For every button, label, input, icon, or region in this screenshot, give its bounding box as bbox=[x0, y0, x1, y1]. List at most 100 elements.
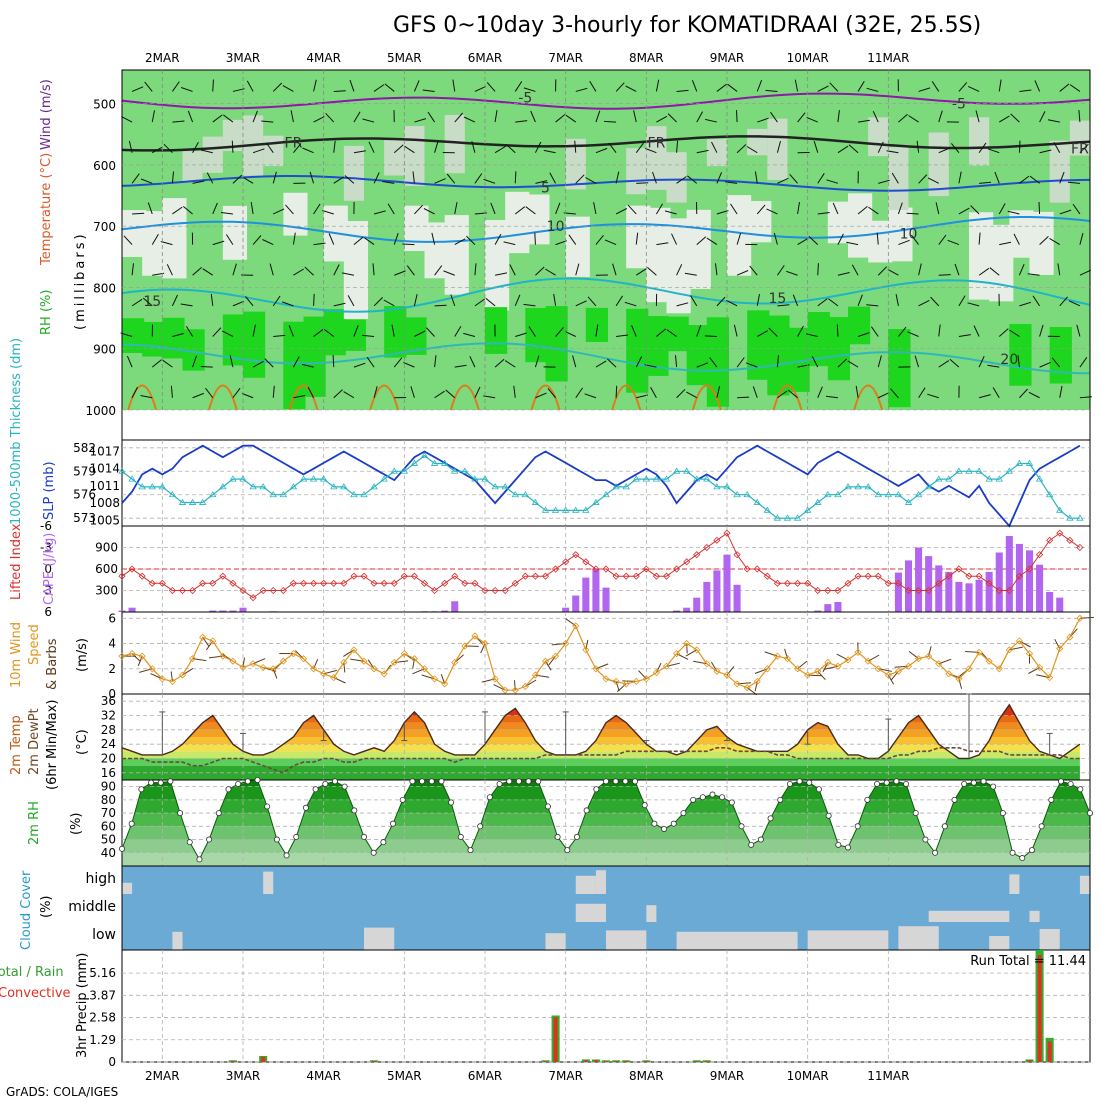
wind-barb bbox=[515, 332, 527, 337]
rh-marker bbox=[506, 778, 513, 785]
slp-tick-label: 1017 bbox=[89, 444, 120, 458]
wind-barb bbox=[716, 385, 721, 398]
cape-bar bbox=[945, 571, 953, 612]
wind-barb bbox=[866, 304, 879, 307]
wind-barb bbox=[304, 266, 314, 276]
wind-barb bbox=[890, 388, 899, 399]
precip-label-b: Convective bbox=[0, 986, 71, 1001]
thickness-tick-label: 573 bbox=[73, 511, 96, 525]
wind-marker bbox=[279, 657, 287, 665]
li-marker bbox=[370, 579, 378, 587]
wind-barb bbox=[471, 140, 476, 153]
isotherm-25-bump bbox=[449, 384, 480, 411]
isotherm-25-bump bbox=[853, 384, 884, 411]
wind-barb bbox=[575, 87, 588, 92]
wind-marker bbox=[945, 670, 953, 678]
wind-barb bbox=[265, 142, 274, 153]
wind-barb bbox=[846, 241, 859, 246]
wind-marker bbox=[985, 657, 993, 665]
wind-barb bbox=[958, 82, 968, 92]
rh-tick-label: 40 bbox=[101, 846, 116, 860]
wind-barb bbox=[1034, 80, 1041, 92]
li-marker bbox=[239, 586, 247, 595]
wind-barb bbox=[171, 171, 174, 184]
cloud-clear-cell bbox=[1039, 929, 1060, 950]
cloud-clear-cell bbox=[989, 936, 1010, 950]
wind-barb bbox=[1079, 357, 1088, 368]
thickness-marker bbox=[642, 475, 651, 482]
top-time-label: 4MAR bbox=[306, 51, 341, 65]
wind-barb bbox=[212, 327, 222, 337]
rh-marker bbox=[148, 779, 155, 786]
rh-marker bbox=[932, 849, 939, 856]
wind-barb bbox=[756, 204, 766, 215]
credit-text: GrADS: COLA/IGES bbox=[6, 1085, 118, 1099]
wind-barb bbox=[829, 82, 839, 92]
thickness-marker bbox=[582, 506, 590, 513]
wind-barb-10m bbox=[170, 671, 173, 682]
wind-barb bbox=[872, 110, 879, 123]
thickness-marker bbox=[219, 483, 227, 490]
li-marker bbox=[481, 586, 489, 595]
wind-barb bbox=[765, 89, 778, 92]
rh-marker bbox=[632, 778, 639, 785]
wind-barb bbox=[855, 385, 859, 398]
rh-dry-patch bbox=[686, 209, 711, 289]
wind-barb bbox=[898, 326, 907, 337]
wind-barb bbox=[715, 263, 718, 276]
li-marker bbox=[915, 586, 923, 595]
li-marker bbox=[541, 572, 550, 580]
rh-marker bbox=[641, 802, 648, 809]
rh-saturated-patch bbox=[142, 321, 165, 357]
rh-moist-patch bbox=[263, 135, 284, 167]
wind-barb bbox=[776, 140, 781, 153]
thickness-tick-label: 582 bbox=[73, 441, 96, 455]
thickness-marker bbox=[501, 483, 509, 490]
wind-barb bbox=[967, 85, 980, 92]
thickness-marker bbox=[924, 483, 933, 490]
li-marker bbox=[1025, 565, 1034, 573]
wind-barb bbox=[998, 79, 1002, 92]
wind-barb bbox=[121, 116, 133, 123]
wind-barb bbox=[261, 120, 274, 123]
rh-saturated-patch bbox=[384, 306, 407, 358]
wind-barb bbox=[1079, 269, 1092, 276]
wind-marker bbox=[1005, 646, 1013, 654]
top-time-label: 6MAR bbox=[468, 51, 503, 65]
wind-marker bbox=[723, 671, 731, 679]
wind-barb bbox=[938, 324, 941, 337]
li-marker bbox=[310, 579, 318, 587]
wind-barb bbox=[716, 172, 723, 184]
thickness-marker bbox=[632, 475, 640, 482]
wind-barb bbox=[999, 241, 1012, 246]
wind-barb bbox=[252, 235, 262, 245]
wind-barb bbox=[485, 297, 496, 307]
wind-barb bbox=[726, 299, 738, 307]
wind-barb-10m bbox=[822, 662, 829, 673]
wind-barb bbox=[1072, 203, 1081, 215]
bottom-time-label: 4MAR bbox=[306, 1069, 341, 1083]
wind-barb bbox=[1079, 232, 1084, 245]
wind-barb bbox=[246, 80, 254, 92]
thickness-marker bbox=[380, 475, 388, 482]
wind-marker bbox=[501, 686, 509, 694]
temp-tick-label: 36 bbox=[101, 694, 116, 708]
wind-barb bbox=[608, 142, 617, 154]
cloud-clear-cell bbox=[575, 903, 606, 922]
li-marker bbox=[320, 579, 328, 587]
thickness-marker bbox=[773, 514, 782, 521]
li-marker bbox=[592, 565, 600, 573]
rh-marker bbox=[883, 779, 890, 786]
rh-marker bbox=[448, 799, 455, 806]
wind-barb bbox=[1057, 263, 1061, 276]
rh-marker bbox=[612, 778, 619, 785]
wind-barb bbox=[786, 270, 798, 276]
wind-barb bbox=[1018, 140, 1021, 153]
upper-wind-label: Wind (m/s) bbox=[39, 79, 54, 150]
wind-barb bbox=[515, 120, 528, 123]
wind-barb bbox=[766, 208, 778, 215]
wind-barb bbox=[806, 116, 818, 123]
temp-unit-label: (°C) bbox=[75, 729, 90, 755]
cape-bar bbox=[925, 556, 933, 612]
